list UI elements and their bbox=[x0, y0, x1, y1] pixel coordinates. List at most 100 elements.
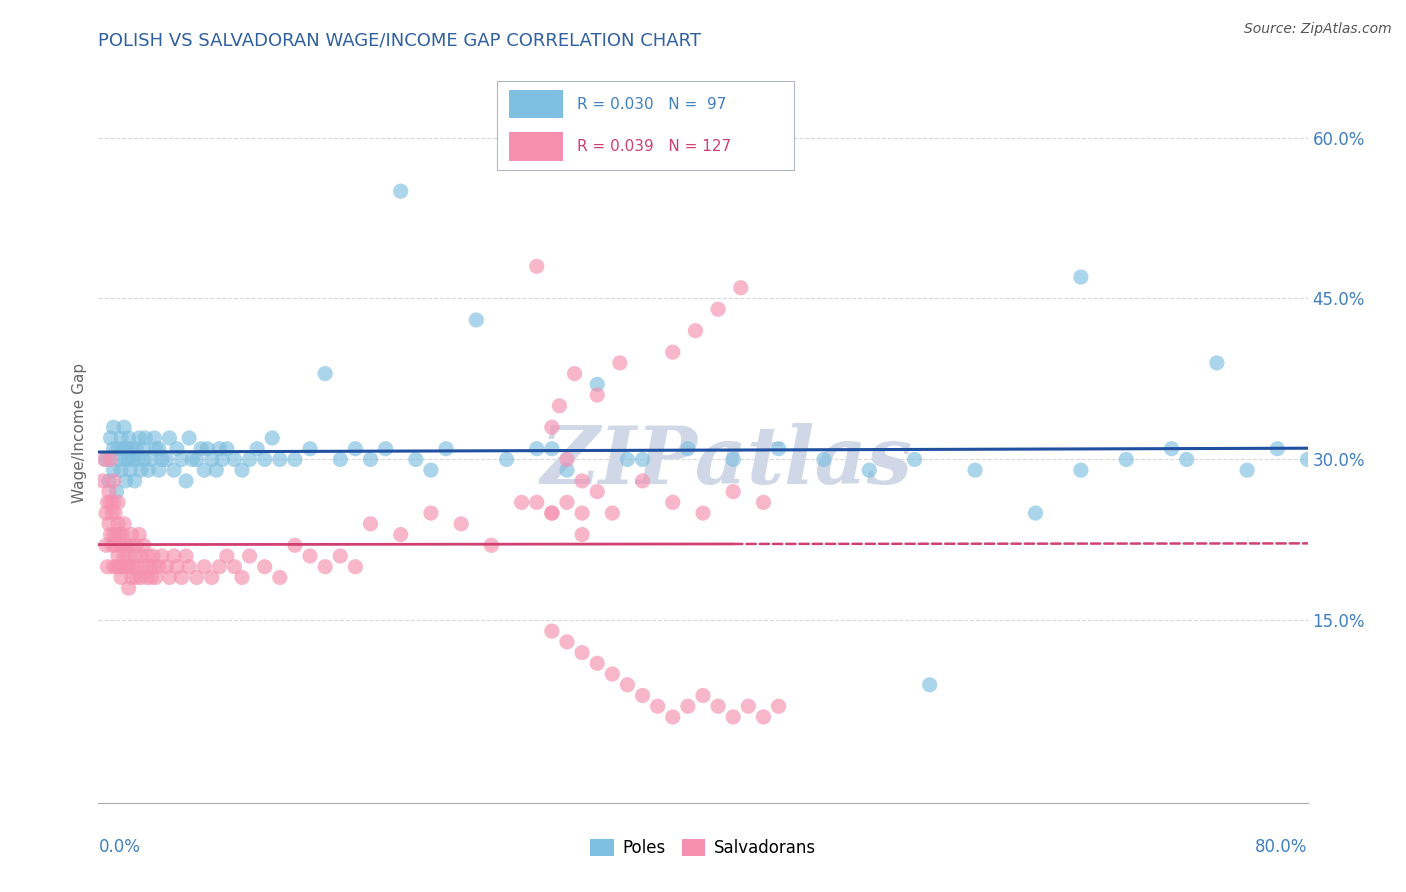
Point bbox=[98, 516, 121, 531]
Y-axis label: Wage/Income Gap: Wage/Income Gap bbox=[72, 362, 87, 503]
Point bbox=[105, 527, 128, 541]
Point bbox=[224, 559, 246, 574]
Point bbox=[121, 527, 143, 541]
Point bbox=[571, 527, 593, 541]
Point bbox=[540, 506, 562, 520]
Point bbox=[692, 689, 714, 703]
Point bbox=[540, 624, 562, 639]
Point bbox=[284, 452, 307, 467]
Point bbox=[179, 559, 201, 574]
Point bbox=[166, 442, 188, 456]
Point bbox=[120, 463, 142, 477]
Point bbox=[420, 506, 443, 520]
Point bbox=[112, 420, 135, 434]
Point bbox=[142, 549, 165, 563]
Point bbox=[179, 431, 201, 445]
Point bbox=[110, 570, 132, 584]
Point bbox=[314, 367, 336, 381]
Point bbox=[768, 699, 790, 714]
Point bbox=[676, 442, 699, 456]
Point bbox=[1206, 356, 1229, 370]
Point bbox=[111, 527, 134, 541]
Point bbox=[692, 506, 714, 520]
Point bbox=[344, 442, 367, 456]
Text: ZIPatlas: ZIPatlas bbox=[541, 424, 914, 501]
Point bbox=[1070, 270, 1092, 285]
Point bbox=[253, 452, 276, 467]
Point bbox=[96, 495, 118, 509]
Point bbox=[103, 442, 125, 456]
Point bbox=[129, 570, 152, 584]
Point bbox=[555, 635, 578, 649]
Point bbox=[132, 452, 155, 467]
Point bbox=[723, 710, 745, 724]
Point bbox=[112, 549, 135, 563]
Point bbox=[262, 431, 284, 445]
Point bbox=[111, 559, 134, 574]
Point bbox=[965, 463, 987, 477]
Point bbox=[118, 559, 141, 574]
Point bbox=[329, 452, 352, 467]
Point bbox=[124, 474, 146, 488]
Point bbox=[540, 442, 562, 456]
Point bbox=[631, 689, 654, 703]
Point bbox=[526, 442, 548, 456]
Point bbox=[1267, 442, 1289, 456]
Point bbox=[586, 484, 609, 499]
Point bbox=[374, 442, 396, 456]
Point bbox=[155, 452, 177, 467]
Point bbox=[129, 463, 152, 477]
Point bbox=[150, 549, 173, 563]
Point bbox=[1175, 452, 1198, 467]
Point bbox=[434, 442, 457, 456]
Point bbox=[768, 442, 790, 456]
Point bbox=[190, 442, 212, 456]
Point bbox=[91, 474, 114, 488]
Point bbox=[555, 452, 578, 467]
Point bbox=[103, 474, 125, 488]
Point bbox=[120, 538, 142, 552]
Point bbox=[166, 559, 188, 574]
Point bbox=[631, 474, 654, 488]
Point bbox=[211, 452, 233, 467]
Point bbox=[586, 657, 609, 671]
Point bbox=[540, 506, 562, 520]
Point bbox=[616, 678, 638, 692]
Point bbox=[510, 495, 533, 509]
Point bbox=[104, 506, 127, 520]
Point bbox=[495, 452, 517, 467]
Point bbox=[100, 495, 122, 509]
Point bbox=[170, 570, 193, 584]
Point bbox=[269, 570, 291, 584]
Point bbox=[195, 442, 218, 456]
Point bbox=[661, 495, 683, 509]
Text: 0.0%: 0.0% bbox=[98, 838, 141, 855]
Point bbox=[647, 699, 669, 714]
Point bbox=[141, 570, 163, 584]
Point bbox=[707, 302, 730, 317]
Point bbox=[602, 506, 624, 520]
Point bbox=[389, 184, 412, 198]
Point bbox=[122, 559, 145, 574]
Point bbox=[193, 559, 215, 574]
Point bbox=[360, 452, 382, 467]
Point bbox=[201, 452, 224, 467]
Point bbox=[100, 431, 122, 445]
Point bbox=[150, 452, 173, 467]
Point bbox=[723, 484, 745, 499]
Point bbox=[98, 474, 121, 488]
Point bbox=[125, 570, 148, 584]
Point bbox=[205, 463, 228, 477]
Point bbox=[107, 516, 129, 531]
Point bbox=[299, 549, 322, 563]
Point bbox=[181, 452, 204, 467]
Point bbox=[314, 559, 336, 574]
Point bbox=[143, 559, 166, 574]
Point bbox=[96, 559, 118, 574]
Point bbox=[284, 538, 307, 552]
Point bbox=[193, 463, 215, 477]
Point bbox=[108, 559, 131, 574]
Point bbox=[586, 388, 609, 402]
Point bbox=[136, 549, 159, 563]
Point bbox=[676, 699, 699, 714]
